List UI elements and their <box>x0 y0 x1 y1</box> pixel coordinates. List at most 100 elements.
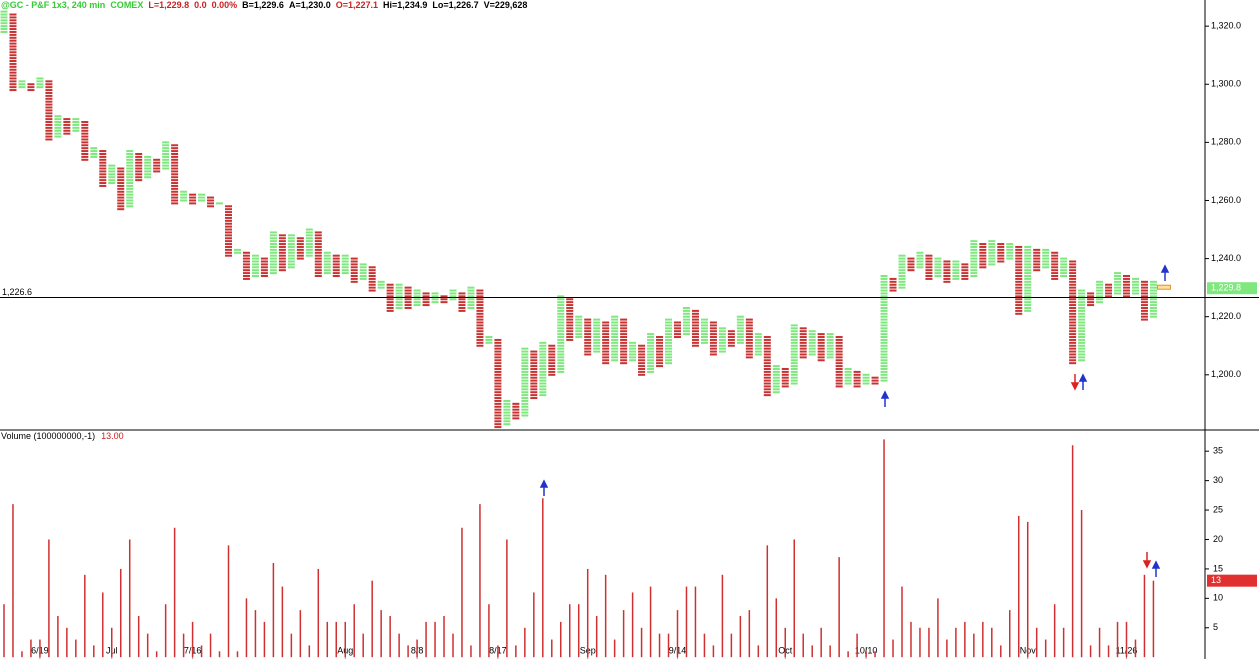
box <box>81 123 89 126</box>
box <box>763 376 771 379</box>
box <box>269 251 277 254</box>
box <box>0 19 8 22</box>
box <box>1015 301 1023 304</box>
box <box>691 344 699 347</box>
o-column <box>260 257 268 278</box>
box <box>521 365 529 368</box>
box <box>925 263 933 266</box>
up-arrow <box>1151 560 1161 577</box>
box <box>700 338 708 341</box>
o-column <box>99 150 107 187</box>
box <box>898 286 906 289</box>
box <box>835 373 843 376</box>
x-column <box>665 318 673 365</box>
box <box>476 344 484 347</box>
box <box>225 214 232 216</box>
box <box>521 373 529 376</box>
box <box>54 115 62 118</box>
box <box>503 402 511 405</box>
x-column <box>1096 280 1104 304</box>
box <box>1105 283 1113 286</box>
box <box>144 167 152 170</box>
box <box>844 367 852 370</box>
box <box>557 327 565 330</box>
box <box>467 306 475 309</box>
box <box>225 225 232 228</box>
o-column <box>1051 251 1059 280</box>
box <box>260 260 268 263</box>
box <box>1123 289 1130 292</box>
box <box>548 347 556 350</box>
box <box>647 356 655 359</box>
box <box>1140 318 1148 321</box>
box <box>898 269 906 272</box>
box <box>45 80 53 83</box>
box <box>763 356 771 359</box>
box <box>727 341 735 344</box>
box <box>790 362 798 365</box>
box <box>269 272 277 275</box>
box <box>242 275 250 278</box>
box <box>907 260 915 263</box>
box <box>530 394 538 397</box>
box <box>691 318 699 321</box>
box <box>674 336 681 339</box>
o-column <box>1140 280 1148 321</box>
box <box>9 48 17 51</box>
box <box>323 263 331 266</box>
box <box>934 269 942 272</box>
box <box>1060 260 1068 263</box>
box <box>1024 289 1032 292</box>
box <box>512 411 520 414</box>
x-column <box>72 118 80 132</box>
box <box>997 243 1005 246</box>
box <box>9 45 17 48</box>
box <box>1114 280 1122 283</box>
box <box>198 199 206 202</box>
x-column <box>844 367 852 385</box>
box <box>602 353 610 356</box>
box <box>1024 275 1032 278</box>
box <box>1006 245 1014 248</box>
box <box>898 277 906 280</box>
box <box>135 158 143 161</box>
box <box>970 240 978 243</box>
box <box>1096 301 1104 304</box>
box <box>952 272 960 275</box>
box <box>242 257 250 260</box>
box <box>691 341 699 344</box>
box <box>135 155 143 158</box>
box <box>1033 251 1041 254</box>
box <box>763 379 771 382</box>
box <box>476 295 484 298</box>
box <box>216 202 224 205</box>
box <box>647 341 655 344</box>
box <box>9 77 17 80</box>
box <box>189 202 197 205</box>
box <box>1087 292 1095 295</box>
box <box>1131 280 1139 283</box>
box <box>727 336 735 339</box>
box <box>1131 283 1139 286</box>
box <box>1042 257 1050 260</box>
box <box>898 272 906 275</box>
box <box>0 28 8 31</box>
box <box>1069 277 1077 280</box>
box <box>656 336 664 339</box>
o-column <box>242 251 250 280</box>
box <box>790 367 798 370</box>
box <box>476 309 484 312</box>
box <box>162 152 170 155</box>
o-column <box>332 254 340 278</box>
box <box>988 245 996 248</box>
box <box>171 152 179 155</box>
box <box>260 269 268 272</box>
box <box>808 341 816 344</box>
box <box>682 324 690 327</box>
box <box>225 219 232 222</box>
x-column <box>323 251 331 275</box>
box <box>386 304 394 307</box>
box <box>1024 257 1032 260</box>
box <box>521 350 529 353</box>
box <box>198 193 206 196</box>
